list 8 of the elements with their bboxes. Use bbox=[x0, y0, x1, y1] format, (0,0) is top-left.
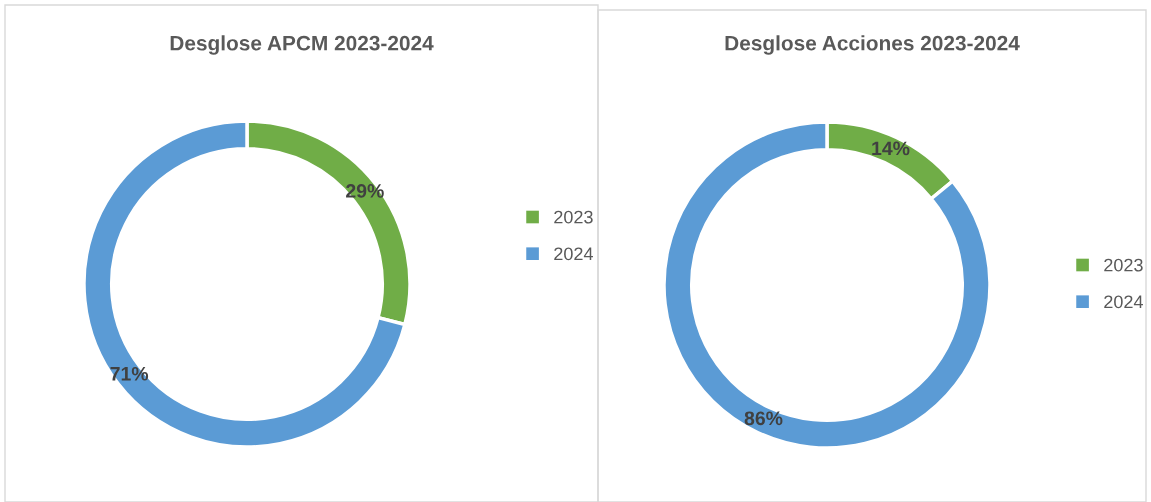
legend-label: 2024 bbox=[554, 247, 593, 261]
data-label: 86% bbox=[744, 411, 783, 426]
legend-label: 2023 bbox=[554, 210, 593, 224]
data-label: 14% bbox=[872, 141, 910, 156]
legend-label: 2023 bbox=[1104, 258, 1143, 272]
chart-title: Desglose APCM 2023-2024 bbox=[170, 35, 434, 55]
legend-label: 2024 bbox=[1104, 295, 1143, 309]
chart-title: Desglose Acciones 2023-2024 bbox=[725, 35, 1020, 55]
